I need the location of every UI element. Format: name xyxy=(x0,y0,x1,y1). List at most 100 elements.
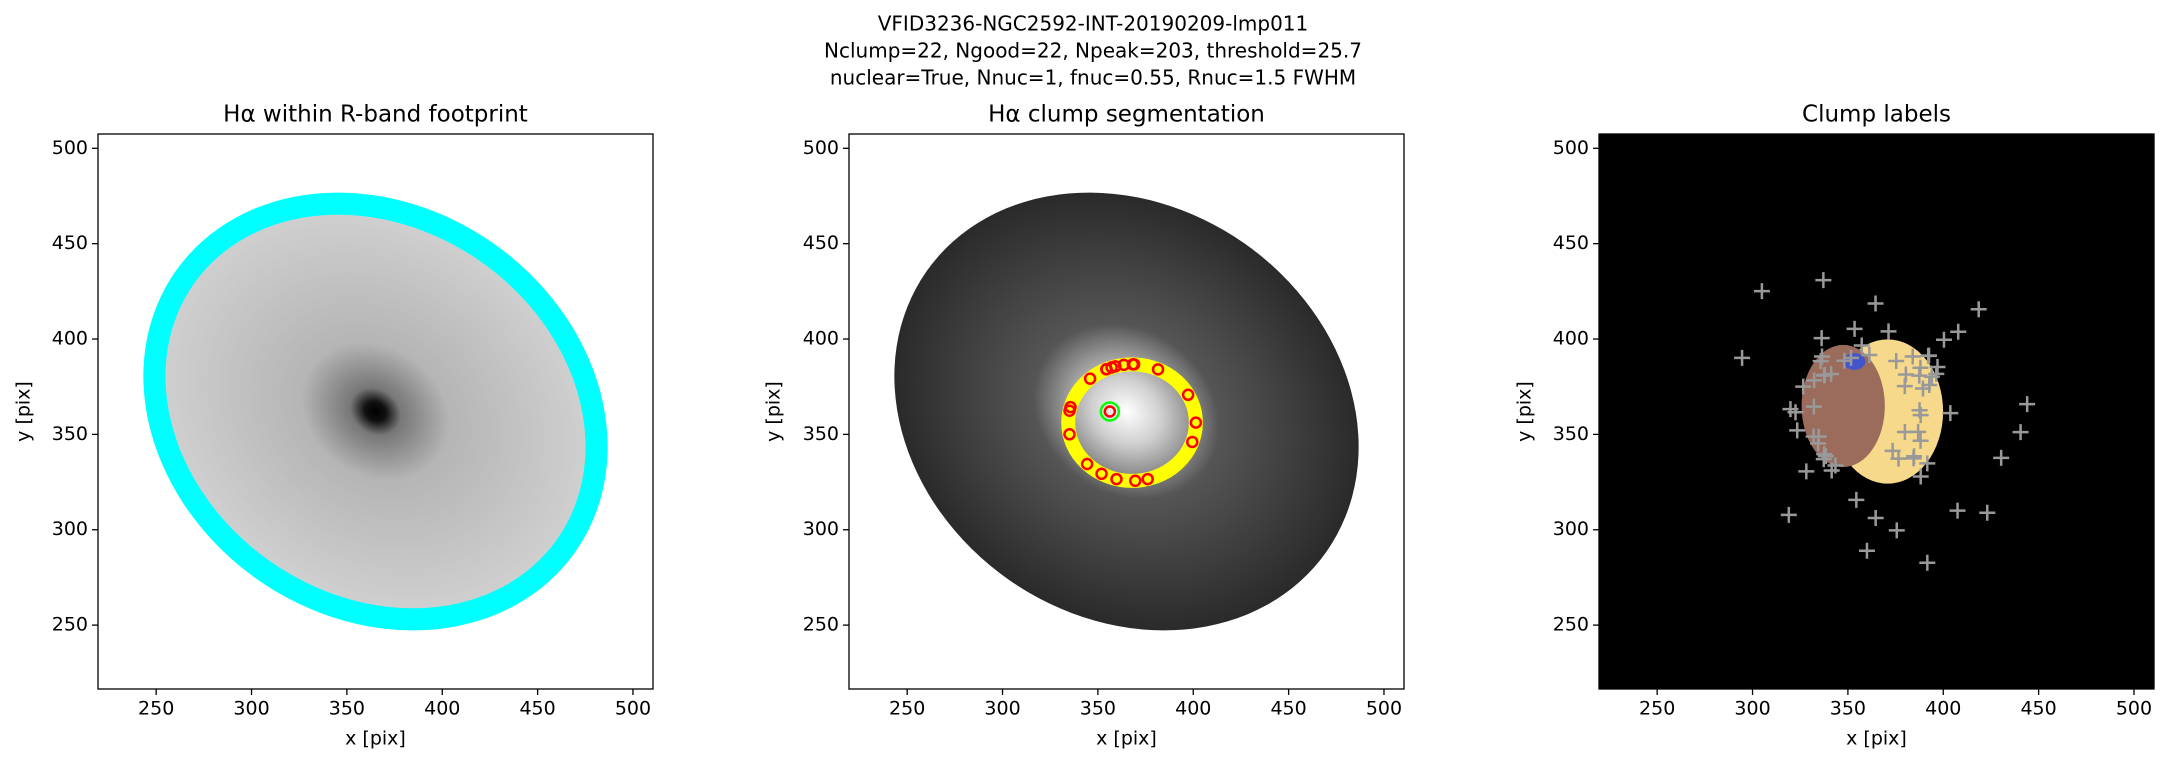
peak-marker xyxy=(1929,359,1946,375)
clump-marker xyxy=(1129,474,1142,488)
x-tick-label: 400 xyxy=(424,698,460,720)
y-axis-label: y [pix] xyxy=(1514,381,1536,442)
peak-marker xyxy=(1912,432,1929,449)
peak-marker xyxy=(1904,348,1921,365)
image-layer xyxy=(894,192,1359,631)
peak-marker xyxy=(1888,353,1905,370)
y-axis-label: y [pix] xyxy=(763,381,785,442)
peak-marker xyxy=(1906,448,1923,465)
peak-marker xyxy=(1827,457,1844,474)
clump-marker xyxy=(1080,457,1094,471)
clump-marker xyxy=(1189,416,1203,429)
peak-marker xyxy=(1896,423,1913,440)
peak-marker xyxy=(1970,301,1987,318)
y-tick-label: 450 xyxy=(52,232,88,254)
peak-marker xyxy=(1919,455,1936,472)
peak-marker xyxy=(1812,353,1829,370)
peak-marker xyxy=(1935,331,1952,348)
x-tick-label: 400 xyxy=(1175,698,1211,720)
x-axis-label: x [pix] xyxy=(1846,728,1907,750)
x-tick-label: 350 xyxy=(1830,698,1866,720)
clump-marker xyxy=(1141,472,1154,486)
y-tick-label: 400 xyxy=(52,328,88,350)
image-layer xyxy=(143,192,608,631)
halpha-image xyxy=(165,214,586,609)
x-tick-label: 350 xyxy=(1080,698,1116,720)
peak-marker xyxy=(1817,448,1834,465)
y-tick-label: 400 xyxy=(803,328,839,350)
peak-marker xyxy=(1897,366,1914,383)
suptitle-line: nuclear=True, Nnuc=1, fnuc=0.55, Rnuc=1.… xyxy=(830,66,1356,90)
y-tick-label: 350 xyxy=(803,423,839,445)
x-tick-label: 300 xyxy=(233,698,269,720)
y-tick-label: 450 xyxy=(803,232,839,254)
clump-marker xyxy=(1100,363,1113,376)
clump-marker xyxy=(1186,435,1199,449)
clump-marker xyxy=(1151,363,1165,376)
x-tick-label: 250 xyxy=(1639,698,1675,720)
peak-marker xyxy=(1753,283,1770,300)
x-tick-label: 250 xyxy=(138,698,174,720)
peak-marker xyxy=(1805,398,1822,415)
y-tick-label: 500 xyxy=(803,137,839,159)
x-tick-label: 500 xyxy=(1366,698,1402,720)
axes-frame xyxy=(1598,133,2155,690)
peak-marker xyxy=(1815,451,1832,468)
peak-marker xyxy=(2012,424,2029,441)
y-tick-label: 500 xyxy=(52,137,88,159)
x-tick-label: 500 xyxy=(2116,698,2152,720)
y-tick-label: 250 xyxy=(1553,614,1589,636)
y-tick-label: 250 xyxy=(803,614,839,636)
peak-marker xyxy=(1912,468,1929,485)
peak-marker xyxy=(1950,323,1967,340)
peak-marker xyxy=(1842,349,1859,366)
segmentation-ring xyxy=(1061,357,1203,488)
peak-marker xyxy=(1836,352,1853,369)
peak-marker xyxy=(1787,404,1804,421)
x-axis-label: x [pix] xyxy=(1096,728,1157,750)
peak-marker xyxy=(1813,330,1830,347)
clump-marker xyxy=(1063,428,1076,441)
axes-title: Hα within R-band footprint xyxy=(223,102,528,128)
y-tick-label: 350 xyxy=(1553,423,1589,445)
peak-marker xyxy=(1912,407,1929,424)
x-tick-label: 450 xyxy=(519,698,555,720)
x-tick-label: 300 xyxy=(984,698,1020,720)
axes-frame xyxy=(848,133,1405,690)
peak-marker xyxy=(1942,405,1959,422)
peak-marker xyxy=(1789,422,1806,439)
halpha-image xyxy=(894,192,1359,631)
suptitle-line: VFID3236-NGC2592-INT-20190209-lmp011 xyxy=(878,12,1309,36)
y-tick-label: 250 xyxy=(52,614,88,636)
peak-marker xyxy=(1915,380,1931,397)
peak-marker xyxy=(1912,359,1929,376)
clump-marker xyxy=(1083,372,1097,385)
clump-marker xyxy=(1095,467,1108,481)
peak-marker xyxy=(1846,320,1863,337)
axes-frame xyxy=(97,133,654,690)
peak-marker xyxy=(1880,323,1897,340)
nucleus-marker xyxy=(1099,401,1121,422)
peak-marker xyxy=(1780,506,1797,523)
axes-title: Clump labels xyxy=(1802,102,1951,128)
y-tick-label: 300 xyxy=(1553,518,1589,540)
peak-marker xyxy=(1858,542,1875,559)
peak-marker xyxy=(1867,295,1884,312)
peak-marker xyxy=(1884,442,1901,459)
y-axis-label: y [pix] xyxy=(13,381,35,442)
peak-marker xyxy=(1861,347,1878,364)
y-tick-label: 300 xyxy=(803,518,839,540)
peak-marker xyxy=(1867,510,1884,527)
y-tick-label: 300 xyxy=(52,518,88,540)
clump-marker xyxy=(1103,405,1117,418)
x-tick-label: 400 xyxy=(1925,698,1961,720)
peak-marker xyxy=(1993,449,2010,466)
x-tick-label: 500 xyxy=(615,698,651,720)
peak-marker xyxy=(1815,272,1832,289)
suptitle-line: Nclump=22, Ngood=22, Npeak=203, threshol… xyxy=(824,39,1362,63)
x-axis-label: x [pix] xyxy=(345,728,406,750)
y-tick-label: 500 xyxy=(1553,137,1589,159)
clump-marker xyxy=(1127,358,1141,371)
peak-marker xyxy=(1816,366,1833,383)
